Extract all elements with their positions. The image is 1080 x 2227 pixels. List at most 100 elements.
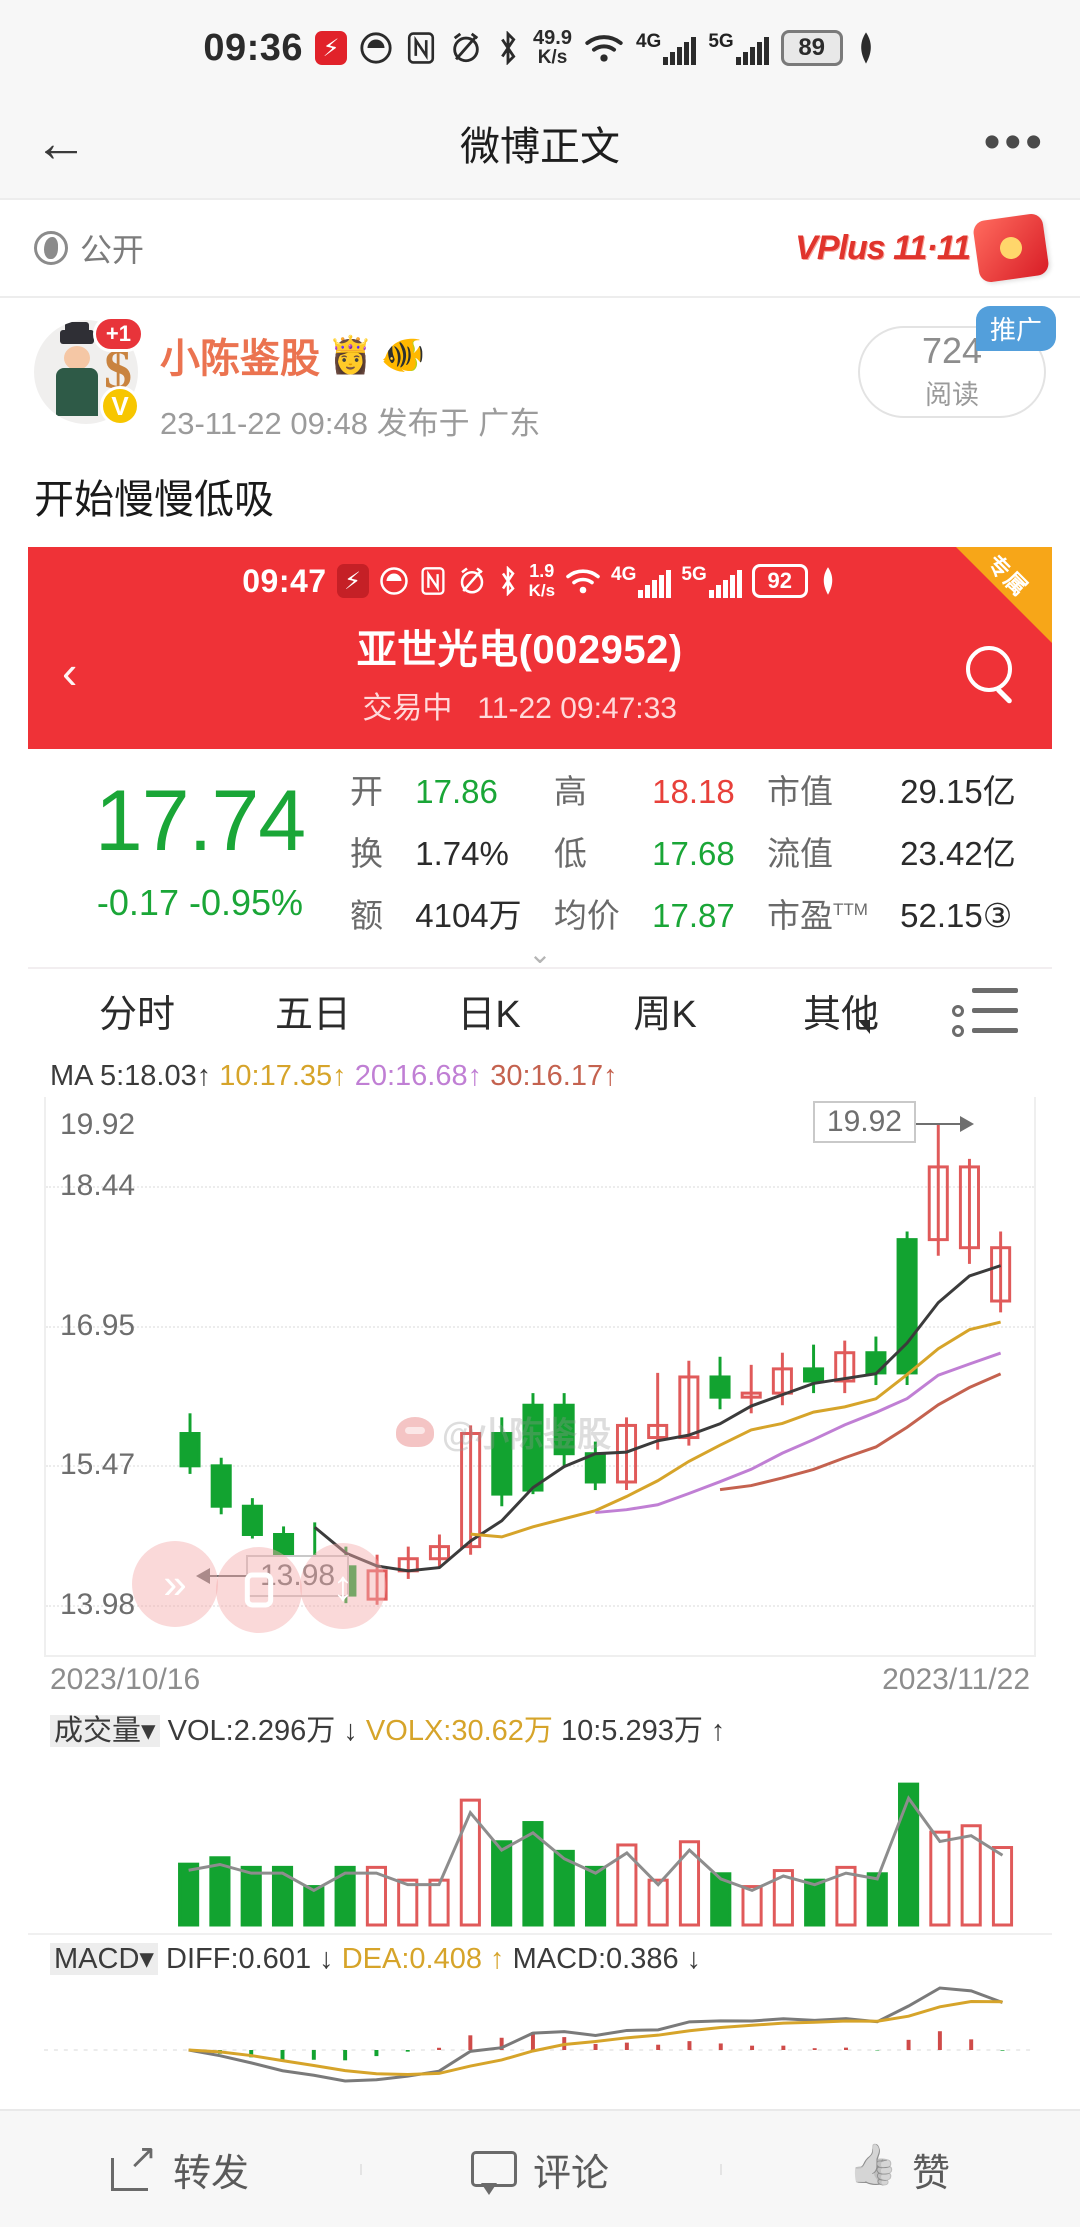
exclusive-ribbon bbox=[956, 547, 1052, 643]
red-lightning-icon: ⚡ bbox=[315, 31, 348, 65]
volume-tag[interactable]: 成交量▾ bbox=[50, 1715, 160, 1747]
page-title: 微博正文 bbox=[460, 125, 620, 169]
stat-label-avgprice: 均价 bbox=[553, 897, 620, 934]
stat-label-turnover: 换 bbox=[350, 835, 383, 872]
volume-indicator-line[interactable]: 成交量▾ VOL:2.296万 ↓ VOLX:30.62万 10:5.293万 … bbox=[28, 1701, 1052, 1753]
red-packet-icon bbox=[972, 212, 1050, 284]
stat-value-marketcap: 29.15亿 bbox=[900, 773, 1016, 810]
bluetooth-icon bbox=[497, 566, 519, 596]
share-icon bbox=[110, 2137, 157, 2191]
author-name-row[interactable]: 小陈鉴股 👸 🐠 bbox=[160, 326, 540, 384]
stock-app-status-bar: 09:47 ⚡ 1.9 K/s bbox=[28, 561, 1052, 601]
date-end: 2023/11/22 bbox=[882, 1663, 1030, 1696]
app-title-bar: ← 微博正文 ••• bbox=[0, 88, 1080, 200]
read-label: 阅读 bbox=[925, 379, 979, 410]
macd-indicator-line[interactable]: MACD▾ DIFF:0.601 ↓ DEA:0.408 ↑ MACD:0.38… bbox=[28, 1933, 1052, 1980]
tab-rik[interactable]: 日K bbox=[457, 994, 521, 1036]
eye-icon bbox=[379, 566, 409, 596]
like-button[interactable]: 赞 bbox=[720, 2142, 1080, 2197]
eye-icon bbox=[359, 31, 393, 65]
red-lightning-icon: ⚡ bbox=[336, 564, 369, 598]
author-row: $ +1 V 小陈鉴股 👸 🐠 23-11-22 09:48 发布于 广东 72… bbox=[0, 298, 1080, 443]
tab-fenshi[interactable]: 分时 bbox=[98, 994, 175, 1036]
chevron-down-icon[interactable]: ⌄ bbox=[28, 940, 1052, 968]
volume-chart[interactable] bbox=[44, 1753, 1036, 1933]
gridline bbox=[46, 1325, 1034, 1328]
signal-5g-icon: 5G bbox=[708, 32, 769, 65]
stock-network-speed: 1.9 K/s bbox=[528, 561, 556, 600]
search-icon[interactable] bbox=[962, 644, 1018, 700]
comment-button[interactable]: 评论 bbox=[360, 2142, 720, 2197]
stock-status-time: 09:47 bbox=[242, 562, 327, 599]
fast-forward-icon[interactable]: » bbox=[132, 1541, 218, 1627]
vplus-promo-banner[interactable]: VPlus 11·11 bbox=[795, 212, 1050, 284]
ma5-value: MA 5:18.03↑ bbox=[50, 1060, 212, 1092]
updown-arrow-icon[interactable]: ↕ bbox=[300, 1543, 386, 1629]
signal-5g-icon: 5G bbox=[681, 565, 742, 598]
avatar-hat-brim bbox=[60, 330, 94, 344]
tab-zhouk[interactable]: 周K bbox=[633, 994, 697, 1036]
stat-label-marketcap: 市值 bbox=[766, 773, 833, 810]
y-tick-label: 13.98 bbox=[60, 1587, 136, 1621]
macd-tag[interactable]: MACD▾ bbox=[50, 1943, 158, 1975]
volume-vol10: 10:5.293万 ↑ bbox=[560, 1715, 726, 1747]
comment-label: 评论 bbox=[532, 2152, 609, 2195]
gridline bbox=[46, 1186, 1034, 1189]
embedded-stock-screenshot[interactable]: 专属 09:47 ⚡ 1.9 K/s bbox=[28, 547, 1052, 2140]
author-meta: 小陈鉴股 👸 🐠 23-11-22 09:48 发布于 广东 bbox=[160, 320, 540, 443]
author-name: 小陈鉴股 bbox=[160, 337, 320, 381]
tab-wuri[interactable]: 五日 bbox=[274, 994, 351, 1036]
stock-status-line: 交易中 11-22 09:47:33 bbox=[77, 683, 962, 727]
chevron-left-icon[interactable]: ‹ bbox=[62, 646, 78, 698]
action-bar: 转发 评论 赞 bbox=[0, 2109, 1080, 2227]
stock-title-row: ‹ 亚世光电(002952) 交易中 11-22 09:47:33 bbox=[28, 601, 1052, 727]
signal-4g-icon: 4G bbox=[611, 565, 672, 598]
tab-qita[interactable]: 其他 bbox=[802, 994, 879, 1036]
macd-svg bbox=[44, 1986, 1036, 2083]
crown-emoji: 👸 bbox=[328, 334, 373, 375]
stop-icon[interactable] bbox=[216, 1547, 302, 1633]
low-price-flag: 13.98 bbox=[246, 1555, 350, 1597]
read-count-pill[interactable]: 724 阅读 推广 bbox=[858, 306, 1056, 418]
stock-name: 亚世光电(002952) bbox=[356, 628, 683, 672]
candlestick-chart[interactable]: 19.92 18.44 16.95 15.47 13.98 19.92 13.9… bbox=[44, 1097, 1036, 1657]
macd-diff: DIFF:0.601 ↓ bbox=[166, 1943, 334, 1975]
stat-value-turnover: 1.74% bbox=[415, 835, 509, 872]
avatar-plus-badge: +1 bbox=[92, 316, 144, 352]
leaf-icon bbox=[818, 566, 838, 596]
fish-emoji: 🐠 bbox=[380, 334, 426, 375]
stock-trading-status: 交易中 bbox=[362, 692, 453, 725]
stat-value-open: 17.86 bbox=[415, 773, 498, 810]
system-status-bar: 09:36 ⚡ 49.9 K/s 4G 5G 89 bbox=[0, 0, 1080, 88]
stat-label-open: 开 bbox=[350, 773, 383, 810]
back-arrow-icon[interactable]: ← bbox=[34, 113, 88, 173]
stat-label-floatcap: 流值 bbox=[766, 835, 833, 872]
comment-icon bbox=[470, 2147, 517, 2195]
ma-indicator-line: MA 5:18.03↑ 10:17.35↑ 20:16.68↑ 30:16.17… bbox=[28, 1050, 1052, 1097]
quote-panel: 17.74 -0.17 -0.95% 开 17.86 高 18.18 市值 29… bbox=[28, 749, 1052, 947]
quote-stats-grid: 开 17.86 高 18.18 市值 29.15亿 换 1.74% 低 17.6… bbox=[350, 765, 1030, 937]
ma30-value: 30:16.17↑ bbox=[490, 1060, 618, 1092]
status-time: 09:36 bbox=[203, 26, 304, 69]
like-label: 赞 bbox=[911, 2152, 950, 2195]
list-settings-icon[interactable] bbox=[934, 985, 1026, 1037]
volume-volx: VOLX:30.62万 bbox=[365, 1715, 553, 1747]
chart-tabs: 分时 五日 日K 周K 其他 bbox=[28, 967, 1052, 1050]
chart-date-range: 2023/10/16 2023/11/22 bbox=[28, 1657, 1052, 1701]
last-price: 17.74 bbox=[94, 773, 306, 869]
stat-value-floatcap: 23.42亿 bbox=[900, 835, 1016, 872]
avatar-face bbox=[64, 346, 90, 370]
avatar[interactable]: $ +1 V bbox=[34, 316, 144, 426]
high-price-flag: 19.92 bbox=[812, 1101, 916, 1143]
nfc-icon bbox=[405, 31, 437, 65]
stat-value-pe: 52.15③ bbox=[900, 897, 1013, 934]
chart-area[interactable]: 19.92 18.44 16.95 15.47 13.98 19.92 13.9… bbox=[28, 1097, 1052, 1701]
stat-value-amount: 4104万 bbox=[415, 897, 522, 934]
share-button[interactable]: 转发 bbox=[0, 2137, 360, 2197]
stock-titles: 亚世光电(002952) 交易中 11-22 09:47:33 bbox=[77, 617, 962, 727]
stat-value-avgprice: 17.87 bbox=[652, 897, 735, 934]
promo-badge: 推广 bbox=[975, 306, 1056, 351]
y-tick-label: 19.92 bbox=[60, 1107, 136, 1141]
more-dots-icon[interactable]: ••• bbox=[983, 116, 1046, 169]
